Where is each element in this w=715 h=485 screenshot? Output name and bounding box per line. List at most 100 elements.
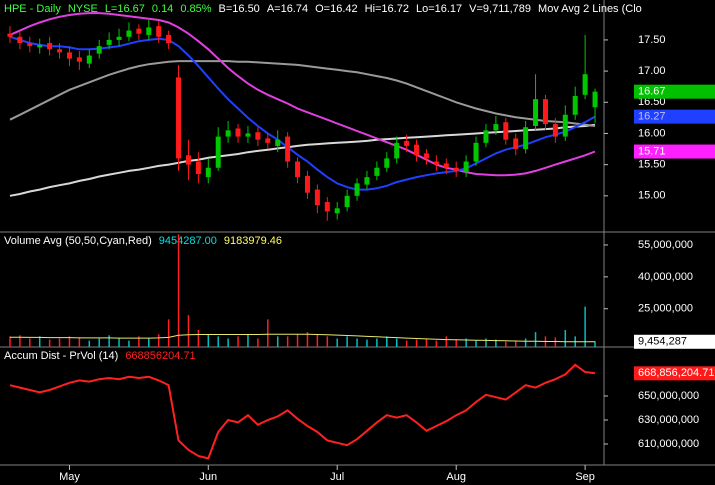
panel-header: NYSE [68, 3, 98, 15]
candle-body [304, 175, 310, 193]
candle-body [542, 99, 548, 125]
panel-header: Hi=16.72 [365, 3, 409, 15]
candle-body [116, 36, 122, 40]
candle-body [275, 139, 281, 146]
x-tick-label: Sep [575, 471, 595, 483]
candle-body [255, 132, 261, 140]
y-tick-label: 55,000,000 [638, 239, 693, 251]
candle-body [503, 122, 509, 140]
candle-body [57, 49, 63, 53]
candle-body [414, 144, 420, 156]
candle-body [245, 133, 251, 137]
y-tick-label: 17.50 [638, 34, 666, 46]
candle-body [27, 43, 33, 47]
candle-body [513, 138, 519, 150]
y-tick-label: 15.50 [638, 159, 666, 171]
candle-body [96, 46, 102, 54]
candle-body [225, 130, 231, 137]
candle-body [354, 183, 360, 196]
y-tick-label: 16.50 [638, 96, 666, 108]
candle-body [483, 130, 489, 143]
candle-body [572, 96, 578, 115]
value-tag [634, 144, 715, 159]
candle-body [453, 167, 459, 171]
candle-body [443, 163, 449, 168]
candle-body [523, 127, 529, 150]
panel-header: Lo=16.17 [416, 3, 462, 15]
value-tag-label: 9,454,287 [638, 336, 687, 348]
value-tag-label: 16.27 [638, 111, 666, 123]
y-tick-label: 16.00 [638, 127, 666, 139]
panel-header: V=9,711,789 [469, 3, 531, 15]
panel-header: 9454287.00 [159, 235, 217, 247]
y-tick-label: 610,000,000 [638, 438, 699, 450]
value-tag-label: 15.71 [638, 145, 666, 157]
panel-header: HPE - Daily [4, 3, 61, 15]
y-tick-label: 25,000,000 [638, 303, 693, 315]
moving-average [9, 12, 596, 177]
candle-body [136, 28, 142, 34]
candle-body [433, 161, 439, 165]
y-tick-label: 17.00 [638, 65, 666, 77]
candle-body [404, 140, 410, 146]
candle-body [364, 177, 370, 185]
candle-body [106, 39, 112, 45]
candle-body [37, 44, 43, 48]
candle-body [285, 136, 291, 162]
candle-body [314, 189, 320, 206]
candle-body [185, 155, 191, 165]
panel-header: Accum Dist - PrVol (14) [4, 350, 118, 362]
candle-body [493, 124, 499, 131]
y-tick-label: 630,000,000 [638, 414, 699, 426]
panel-header: B=16.50 [219, 3, 260, 15]
candle-body [76, 57, 82, 62]
candle-body [205, 167, 211, 178]
candle-body [66, 52, 72, 59]
indicator-line [9, 363, 596, 460]
candle-body [324, 202, 330, 212]
candle-body [7, 33, 13, 37]
moving-average [9, 123, 596, 197]
candle-body [394, 142, 400, 159]
candle-body [533, 99, 539, 126]
candle-body [384, 158, 390, 168]
panel-header: Volume Avg (50,50,Cyan,Red) [4, 235, 152, 247]
x-tick-label: Jun [199, 471, 217, 483]
y-tick-label: 40,000,000 [638, 271, 693, 283]
candle-body [423, 153, 429, 159]
value-tag [634, 109, 715, 124]
panel-header: O=16.42 [315, 3, 358, 15]
x-tick-label: Aug [446, 471, 466, 483]
candle-body [463, 161, 469, 173]
candle-body [473, 142, 479, 162]
moving-average [9, 35, 596, 191]
value-tag [634, 84, 715, 99]
candle-body [126, 30, 132, 37]
candle-body [265, 138, 271, 143]
volume-average [10, 333, 596, 343]
candle-body [592, 91, 598, 108]
panel-header: 0.85% [180, 3, 211, 15]
y-tick-label: 650,000,000 [638, 390, 699, 402]
candle-body [562, 114, 568, 137]
candle-body [374, 167, 380, 176]
candle-body [552, 124, 558, 137]
candle-body [17, 36, 23, 44]
panel-header: 9183979.46 [224, 235, 282, 247]
candle-body [195, 161, 201, 174]
value-tag [634, 366, 715, 381]
moving-average [9, 60, 596, 127]
x-tick-label: May [59, 471, 80, 483]
candle-body [146, 27, 152, 35]
panel-header: L=16.67 [105, 3, 145, 15]
panel-header: 668856204.71 [125, 350, 195, 362]
y-tick-label: 15.00 [638, 190, 666, 202]
value-tag-label: 16.67 [638, 86, 666, 98]
panel-header: Mov Avg 2 Lines (Clo [538, 3, 642, 15]
candle-body [344, 195, 350, 208]
value-tag [634, 334, 715, 349]
panel-header: 0.14 [152, 3, 173, 15]
panel-header: A=16.74 [267, 3, 308, 15]
